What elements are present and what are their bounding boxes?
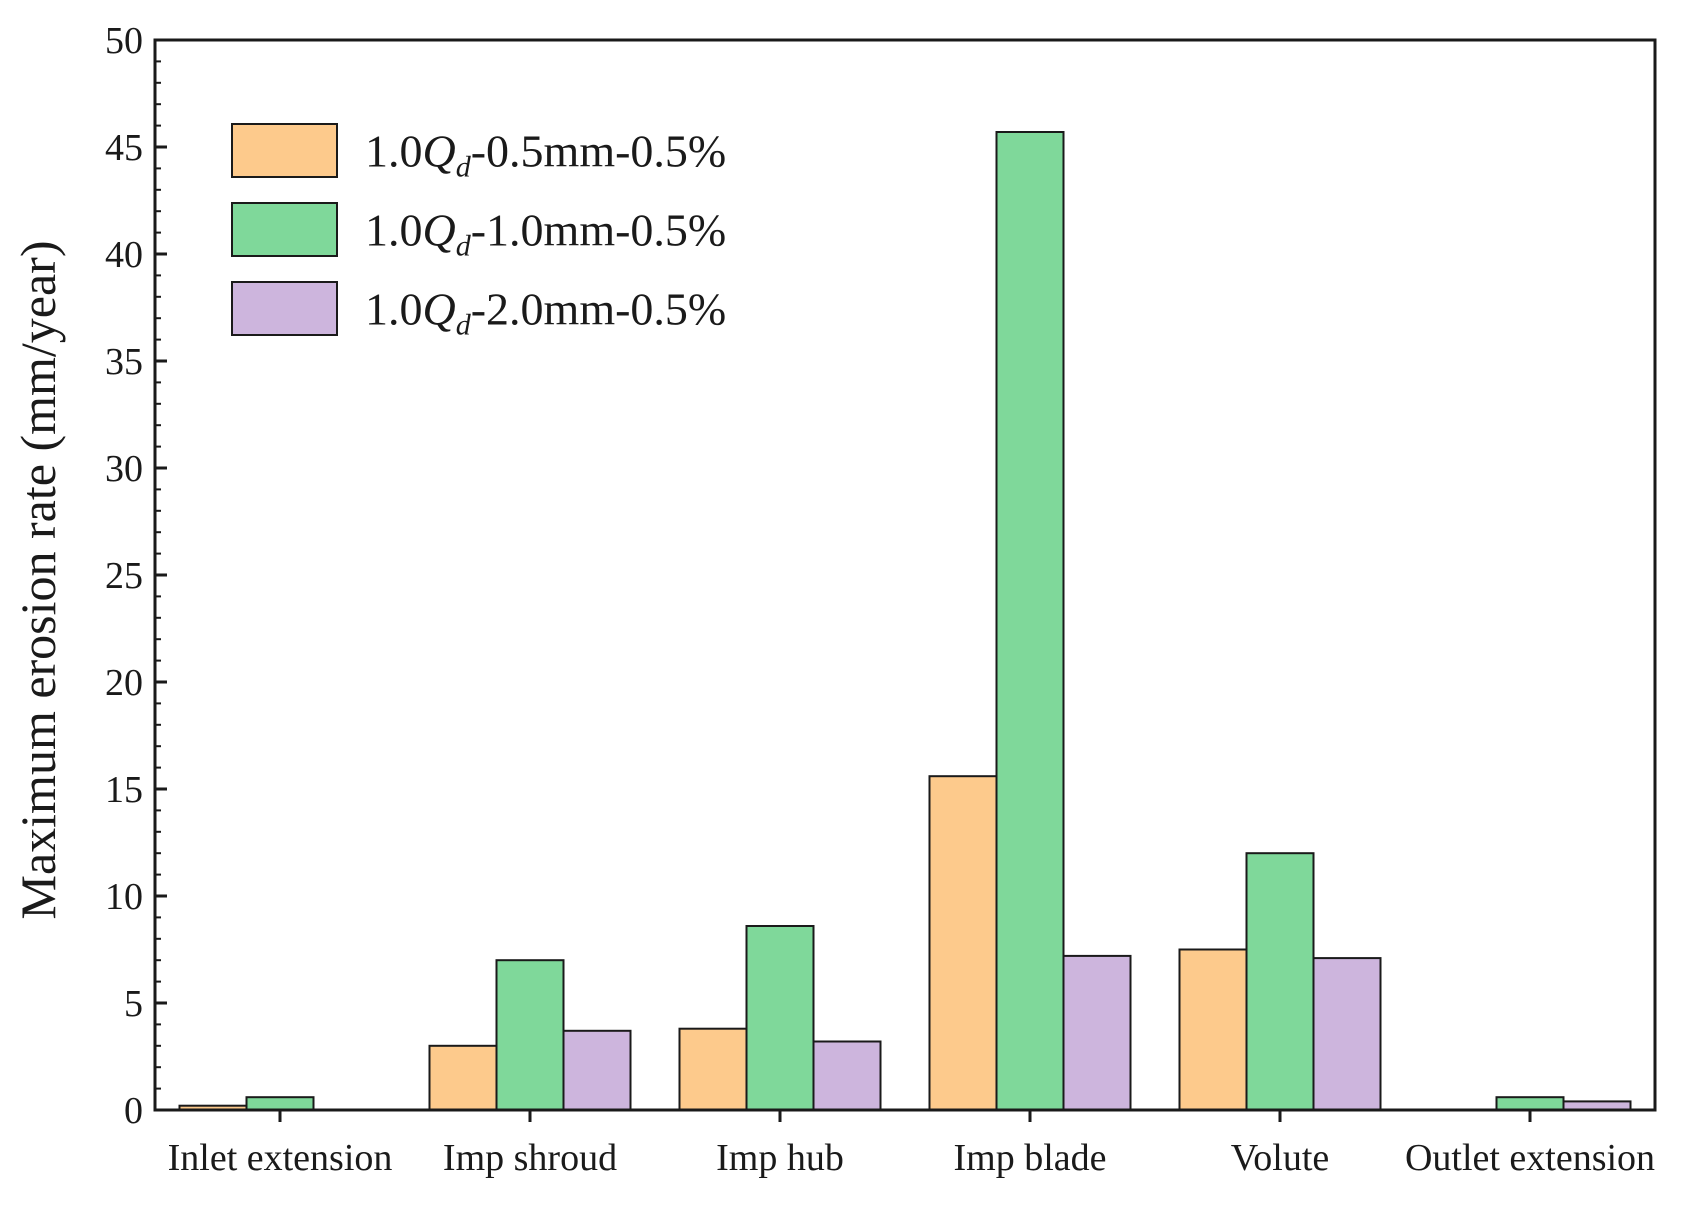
y-tick-label: 45 — [105, 127, 143, 169]
y-tick-label: 50 — [105, 20, 143, 62]
x-tick-label: Imp blade — [953, 1137, 1106, 1179]
legend-label-2: 1.0Qd-1.0mm-0.5% — [365, 205, 726, 263]
y-tick-label: 40 — [105, 234, 143, 276]
x-tick-label: Inlet extension — [168, 1137, 393, 1179]
legend-swatch-3 — [231, 281, 338, 336]
x-tick-label: Outlet extension — [1405, 1137, 1655, 1179]
legend-label-3: 1.0Qd-2.0mm-0.5% — [365, 284, 726, 342]
y-tick-label: 20 — [105, 662, 143, 704]
legend-swatch-1 — [231, 123, 338, 178]
legend: 1.0Qd-0.5mm-0.5% 1.0Qd-1.0mm-0.5% 1.0Qd-2.… — [231, 123, 726, 342]
plot-frame — [153, 38, 1657, 1112]
axes-layer: 0 5 10 15 20 25 30 35 40 45 50 Inlet extension Imp s… — [105, 20, 1657, 1179]
y-tick-label: 0 — [124, 1090, 143, 1132]
bar-inlet-extension-series-2 — [245, 1096, 315, 1111]
bar-volute-series-2 — [1245, 852, 1315, 1111]
bar-imp-hub-series-3 — [812, 1040, 882, 1111]
bar-imp-shroud-series-2 — [495, 959, 565, 1112]
x-tick-label: Imp hub — [716, 1137, 844, 1179]
bar-imp-shroud-series-1 — [428, 1044, 498, 1112]
bar-imp-blade-series-2 — [995, 131, 1065, 1111]
bar-imp-shroud-series-3 — [562, 1029, 632, 1112]
bar-imp-blade-series-1 — [928, 775, 998, 1111]
bar-imp-blade-series-3 — [1062, 954, 1132, 1112]
bars-layer — [178, 131, 1632, 1112]
bar-outlet-extension-series-2 — [1495, 1096, 1565, 1111]
x-tick-label: Imp shroud — [443, 1137, 617, 1179]
y-tick-label: 25 — [105, 555, 143, 597]
y-axis-title: Maximum erosion rate (mm/year) — [10, 241, 66, 920]
y-tick-label: 30 — [105, 448, 143, 490]
bar-imp-hub-series-1 — [678, 1027, 748, 1111]
legend-label-1: 1.0Qd-0.5mm-0.5% — [365, 126, 726, 184]
y-tick-label: 35 — [105, 341, 143, 383]
bar-volute-series-1 — [1178, 948, 1248, 1111]
y-tick-label: 10 — [105, 876, 143, 918]
bar-volute-series-3 — [1312, 957, 1382, 1111]
legend-swatch-2 — [231, 202, 338, 257]
bar-imp-hub-series-2 — [745, 925, 815, 1111]
y-tick-label: 5 — [124, 983, 143, 1025]
x-tick-label: Volute — [1231, 1137, 1330, 1179]
y-tick-label: 15 — [105, 769, 143, 811]
